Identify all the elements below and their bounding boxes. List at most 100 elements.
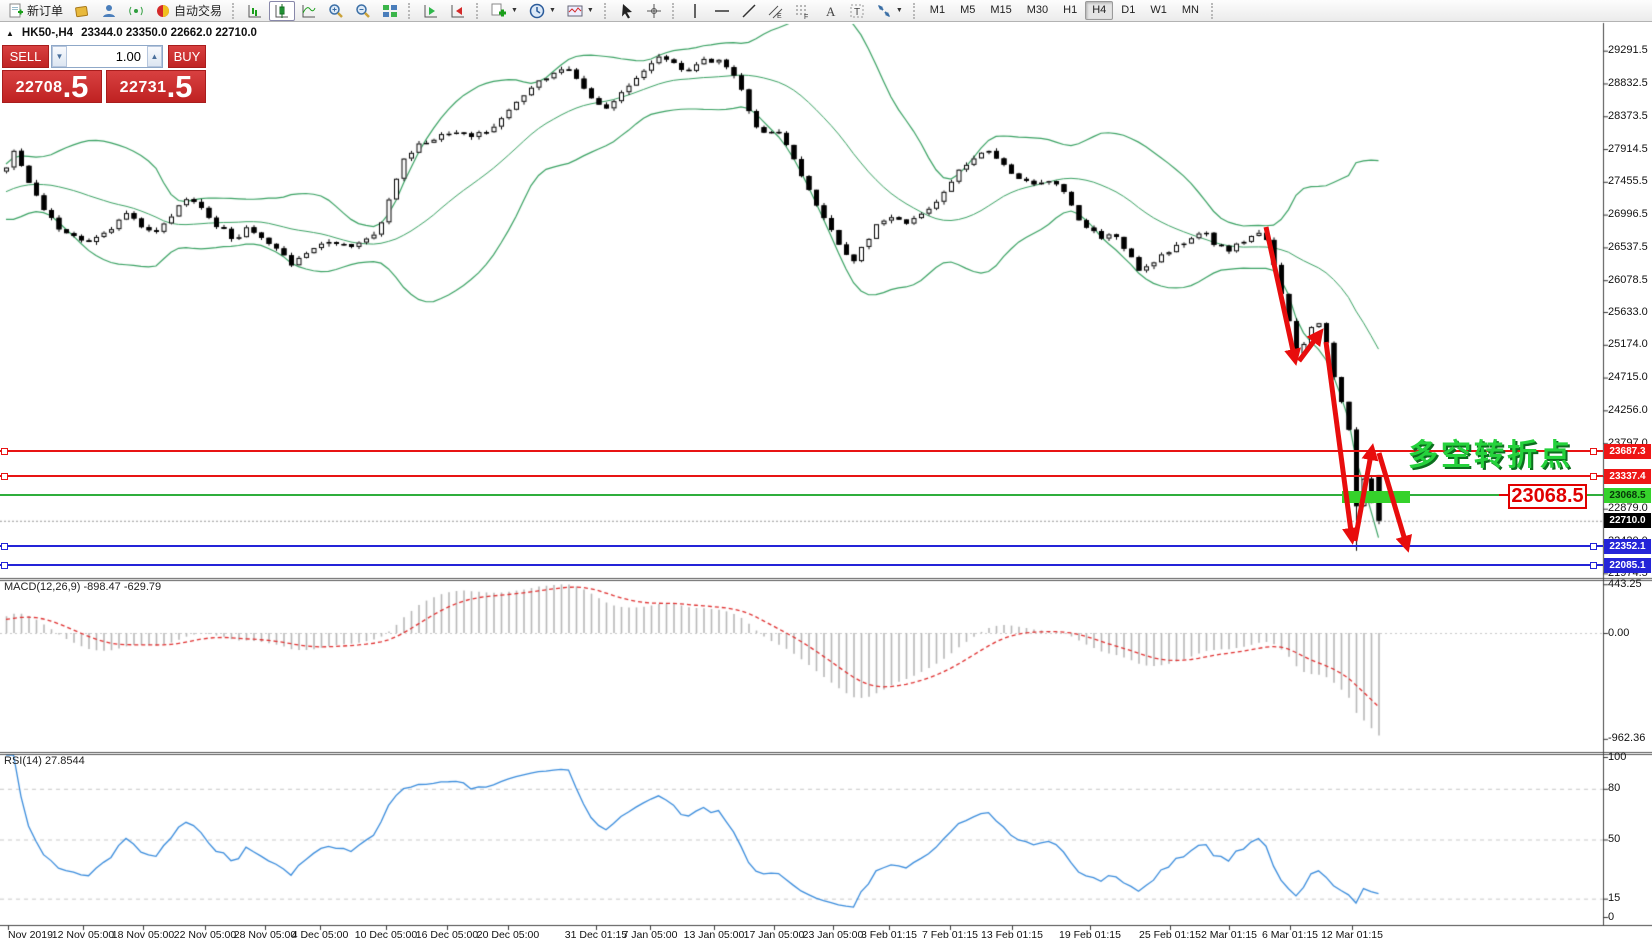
price-axis-label: 26537.5	[1608, 240, 1648, 253]
time-axis-label: 23 Jan 05:00	[802, 929, 864, 941]
line-drag-handle[interactable]	[1590, 561, 1597, 569]
red-arrow-segment[interactable]	[1297, 328, 1324, 363]
sell-price-button[interactable]: 22708 .5	[2, 70, 102, 103]
sell-button[interactable]: SELL	[2, 45, 49, 68]
price-axis-label: 28832.5	[1608, 77, 1648, 89]
timeframe-button-m15[interactable]: M15	[990, 4, 1012, 16]
trendline-icon-glyph	[741, 3, 757, 19]
buy-price-main: 22731	[119, 79, 167, 96]
time-axis-label: 16 Dec 05:00	[415, 929, 479, 941]
line-drag-handle[interactable]	[1590, 447, 1597, 455]
data-window-icon[interactable]	[123, 1, 149, 21]
buy-price-button[interactable]: 22731 .5	[106, 70, 206, 103]
line-drag-handle[interactable]	[1, 447, 8, 455]
time-axis-label: 7 Jan 05:00	[622, 929, 678, 941]
horizontal-line-object[interactable]	[0, 564, 1603, 567]
time-axis-label: 18 Nov 05:00	[111, 929, 175, 941]
red-arrow-segment[interactable]	[1376, 452, 1412, 553]
dropdown-caret-icon[interactable]: ▼	[548, 7, 556, 14]
horizontal-line-icon-glyph	[714, 3, 730, 19]
line-drag-handle[interactable]	[1590, 472, 1597, 480]
symbol-name: HK50-,H4	[21, 27, 74, 39]
market-watch-icon[interactable]	[69, 1, 95, 21]
time-axis-label: 20 Dec 05:00	[476, 929, 540, 941]
red-arrow-segment[interactable]	[1323, 341, 1359, 545]
horizontal-line-object[interactable]	[0, 475, 1603, 477]
time-axis-label: 31 Dec 01:15	[564, 929, 628, 941]
trendline-icon[interactable]	[736, 1, 762, 21]
toolbar-separator	[408, 2, 413, 19]
arrows-icon[interactable]: ▼	[871, 1, 908, 21]
bar-chart-icon[interactable]	[242, 1, 268, 21]
time-axis-label: 12 Mar 01:15	[1321, 929, 1383, 941]
price-callout-box[interactable]: 23068.5	[1508, 484, 1587, 509]
fibonacci-icon[interactable]: F	[790, 1, 816, 21]
turning-point-annotation[interactable]: 多空转折点	[1408, 439, 1573, 472]
line-drag-handle[interactable]	[1, 542, 8, 550]
timeframe-button-m5[interactable]: M5	[960, 4, 976, 16]
vertical-line-icon[interactable]	[682, 1, 708, 21]
buy-button[interactable]: BUY	[168, 45, 206, 68]
new-order-glyph	[8, 3, 24, 19]
candlestick-chart-icon[interactable]	[269, 0, 296, 21]
navigator-icon[interactable]	[96, 1, 122, 21]
timeframe-button-h4[interactable]: H4	[1085, 1, 1114, 20]
text-icon[interactable]: A	[817, 1, 843, 21]
price-axis-label: 26078.5	[1608, 273, 1648, 286]
toolbar-separator	[232, 2, 237, 19]
text-icon-glyph: A	[822, 3, 838, 19]
auto-trading-button[interactable]: 自动交易	[150, 1, 227, 21]
auto-trading-glyph	[155, 3, 171, 19]
rsi-axis-label: 0	[1608, 910, 1615, 923]
text-label-icon[interactable]: T	[844, 1, 870, 21]
zoom-in-icon[interactable]	[323, 1, 349, 21]
line-drag-handle[interactable]	[1, 472, 8, 480]
crosshair-icon[interactable]	[641, 1, 667, 21]
symbol-collapse-icon[interactable]: ▲	[6, 28, 14, 38]
horizontal-line-object[interactable]	[0, 494, 1603, 497]
price-axis-label: 26996.5	[1608, 208, 1648, 221]
auto-scroll-icon[interactable]	[418, 1, 444, 21]
time-axis-label: 17 Jan 05:00	[743, 929, 805, 941]
timeframe-button-w1[interactable]: W1	[1150, 4, 1167, 16]
price-axis-label: 24715.0	[1608, 371, 1648, 384]
horizontal-line-object[interactable]	[0, 450, 1603, 452]
templates-icon[interactable]: ▼	[562, 1, 599, 21]
volume-increase-button[interactable]: ▲	[147, 46, 162, 67]
time-axis-label: 6 Mar 01:15	[1261, 929, 1319, 941]
zoom-out-icon[interactable]	[350, 1, 376, 21]
line-drag-handle[interactable]	[1, 561, 8, 569]
dropdown-caret-icon[interactable]: ▼	[586, 7, 594, 14]
timeframe-button-m30[interactable]: M30	[1026, 4, 1049, 16]
dropdown-caret-icon[interactable]: ▼	[895, 7, 903, 14]
buy-price-fraction: .5	[166, 69, 193, 104]
toolbar: 新订单 自动交易 ▼ ▼ ▼ E F A T ▼ M1 M5 M15 M30 H1 H4 D1 W1 MN	[0, 0, 1652, 22]
rsi-axis-label: 80	[1608, 782, 1621, 795]
volume-input[interactable]	[67, 46, 147, 67]
timeframe-button-h1[interactable]: H1	[1063, 4, 1078, 16]
svg-text:T: T	[854, 7, 860, 18]
indicators-icon[interactable]: ▼	[486, 1, 523, 21]
line-drag-handle[interactable]	[1590, 542, 1597, 550]
dropdown-caret-icon[interactable]: ▼	[511, 7, 518, 14]
line-chart-icon[interactable]	[296, 1, 322, 21]
timeframe-button-m1[interactable]: M1	[929, 4, 946, 16]
bar-chart-icon-glyph	[247, 3, 263, 19]
red-arrow-segment[interactable]	[1352, 443, 1379, 542]
horizontal-line-object[interactable]	[0, 545, 1603, 548]
tile-windows-icon[interactable]	[377, 1, 403, 21]
volume-decrease-button[interactable]: ▼	[52, 46, 67, 67]
red-arrow-segment[interactable]	[1263, 226, 1301, 366]
chart-shift-icon[interactable]	[445, 1, 471, 21]
cursor-icon[interactable]	[614, 1, 640, 21]
time-axis-label: Nov 2019	[8, 929, 53, 941]
horizontal-line-icon[interactable]	[709, 1, 735, 21]
equidistant-channel-icon[interactable]: E	[763, 1, 789, 21]
timeframe-button-d1[interactable]: D1	[1121, 4, 1136, 16]
timeframe-button-mn[interactable]: MN	[1181, 4, 1199, 16]
new-order-button-label: 新订单	[27, 4, 64, 18]
new-order-button[interactable]: 新订单	[3, 1, 68, 21]
periods-icon[interactable]: ▼	[524, 1, 561, 21]
